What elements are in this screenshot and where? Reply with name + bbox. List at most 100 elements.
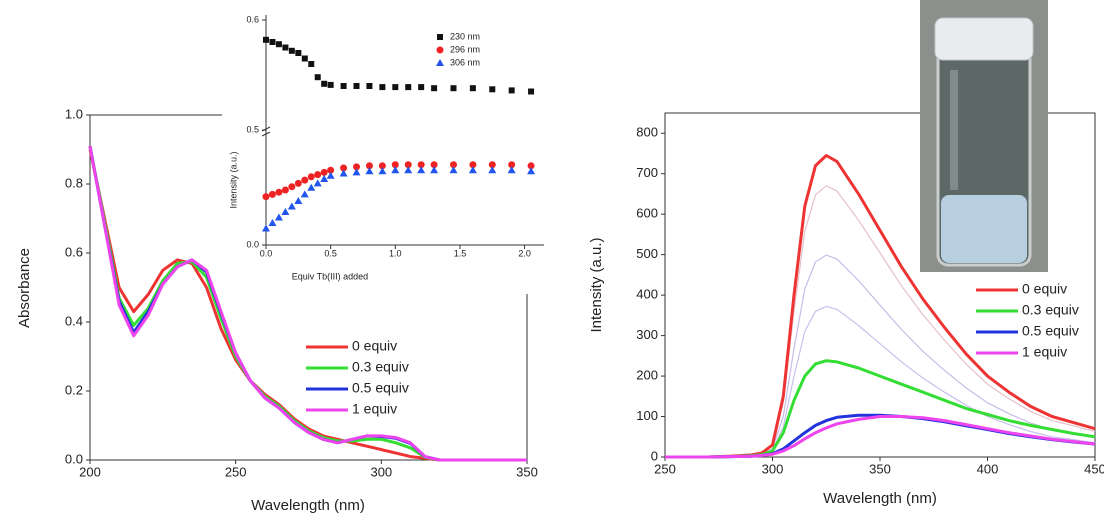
- marker: [353, 83, 360, 89]
- marker: [528, 88, 535, 95]
- marker: [405, 84, 412, 91]
- data-line: [665, 415, 1096, 459]
- marker: [313, 179, 322, 187]
- marker: [307, 183, 316, 191]
- marker: [307, 173, 315, 181]
- marker: [274, 213, 283, 221]
- x-tick-label: 250: [654, 461, 676, 476]
- marker: [300, 190, 309, 198]
- marker: [508, 161, 516, 169]
- data-line: [665, 359, 1096, 459]
- marker: [469, 161, 477, 169]
- marker: [378, 162, 386, 170]
- absorbance-chart: 200 250 300 350 0.0 0.2 0.4 0.6 0.8 1.0 Wavelength…: [16, 106, 538, 514]
- marker: [353, 163, 361, 171]
- marker: [320, 175, 329, 182]
- marker: [365, 162, 373, 170]
- marker: [527, 162, 535, 170]
- legend-label: 296 nm: [450, 44, 480, 54]
- x-tick-label: 1.5: [454, 248, 467, 258]
- legend-label: 0 equiv: [352, 338, 397, 354]
- y-tick-label: 0.4: [65, 313, 83, 328]
- y-tick-label: 0.5: [246, 124, 259, 134]
- marker: [314, 74, 321, 81]
- marker: [417, 166, 426, 174]
- marker: [321, 80, 328, 87]
- x-axis-label: Wavelength (nm): [251, 497, 365, 514]
- marker: [294, 179, 302, 187]
- x-tick-label: 400: [977, 461, 999, 476]
- x-tick-label: 300: [370, 464, 392, 479]
- marker: [507, 166, 516, 174]
- marker: [378, 167, 387, 175]
- emission-chart: 250 300 350 400 450 0 100 200 300 400 500 600 700 800…: [588, 112, 1104, 507]
- marker: [392, 84, 399, 91]
- legend-label: 230 nm: [450, 31, 480, 41]
- y-tick-label: 1.0: [65, 106, 83, 121]
- vial-liquid: [941, 195, 1027, 263]
- inset-chart: 0.0 0.5 1.0 1.5 2.0 0.0 0.5 0.6 Equiv Tb(III) ad…: [228, 14, 544, 281]
- vial-photo: [920, 0, 1048, 272]
- marker: [262, 193, 270, 201]
- marker: [308, 61, 315, 67]
- x-tick-label: 200: [79, 464, 101, 479]
- marker: [268, 219, 277, 226]
- marker: [508, 87, 515, 94]
- vial-reflection: [950, 70, 958, 190]
- x-tick-label: 350: [516, 464, 538, 479]
- marker: [431, 85, 438, 92]
- marker: [430, 166, 439, 174]
- marker: [340, 164, 348, 172]
- marker: [391, 166, 400, 174]
- marker: [326, 171, 335, 179]
- legend-marker: [436, 46, 444, 54]
- marker: [488, 161, 496, 169]
- x-tick-label: 1.0: [389, 248, 402, 258]
- legend-label: 1 equiv: [1022, 344, 1067, 360]
- marker: [527, 167, 536, 175]
- marker: [262, 224, 270, 232]
- marker: [340, 83, 347, 89]
- y-tick-label: 800: [636, 125, 658, 140]
- y-tick-label: 300: [636, 327, 658, 342]
- legend-label: 0.3 equiv: [352, 359, 409, 375]
- vial-cap: [934, 17, 1034, 61]
- marker: [449, 161, 457, 169]
- marker: [275, 41, 282, 48]
- y-tick-label: 0.6: [65, 244, 83, 259]
- marker: [301, 176, 309, 184]
- marker: [365, 167, 374, 175]
- legend-label: 0.5 equiv: [352, 380, 409, 396]
- marker: [288, 183, 296, 191]
- x-tick-label: 350: [869, 461, 891, 476]
- legend-label: 0.3 equiv: [1022, 302, 1079, 318]
- marker: [295, 50, 302, 56]
- marker: [288, 47, 295, 54]
- legend-label: 0 equiv: [1022, 281, 1067, 297]
- legend-marker: [436, 59, 444, 66]
- y-tick-label: 0.6: [246, 14, 259, 24]
- marker: [314, 171, 322, 179]
- marker: [417, 161, 425, 169]
- marker: [379, 84, 386, 91]
- legend-label: 1 equiv: [352, 401, 397, 417]
- x-axis-label: Equiv Tb(III) added: [292, 271, 368, 281]
- inset-background: [222, 8, 564, 294]
- marker: [282, 44, 289, 51]
- marker: [391, 161, 399, 169]
- marker: [404, 166, 413, 174]
- x-tick-label: 250: [225, 464, 247, 479]
- y-tick-label: 700: [636, 165, 658, 180]
- marker: [268, 190, 276, 198]
- marker: [287, 202, 296, 210]
- marker: [281, 208, 290, 215]
- marker: [269, 39, 276, 45]
- marker: [468, 166, 477, 174]
- legend-label: 0.5 equiv: [1022, 323, 1079, 339]
- y-axis-label: Absorbance: [16, 248, 33, 328]
- y-tick-label: 500: [636, 246, 658, 261]
- y-tick-label: 400: [636, 287, 658, 302]
- marker: [320, 168, 328, 176]
- legend-label: 306 nm: [450, 57, 480, 67]
